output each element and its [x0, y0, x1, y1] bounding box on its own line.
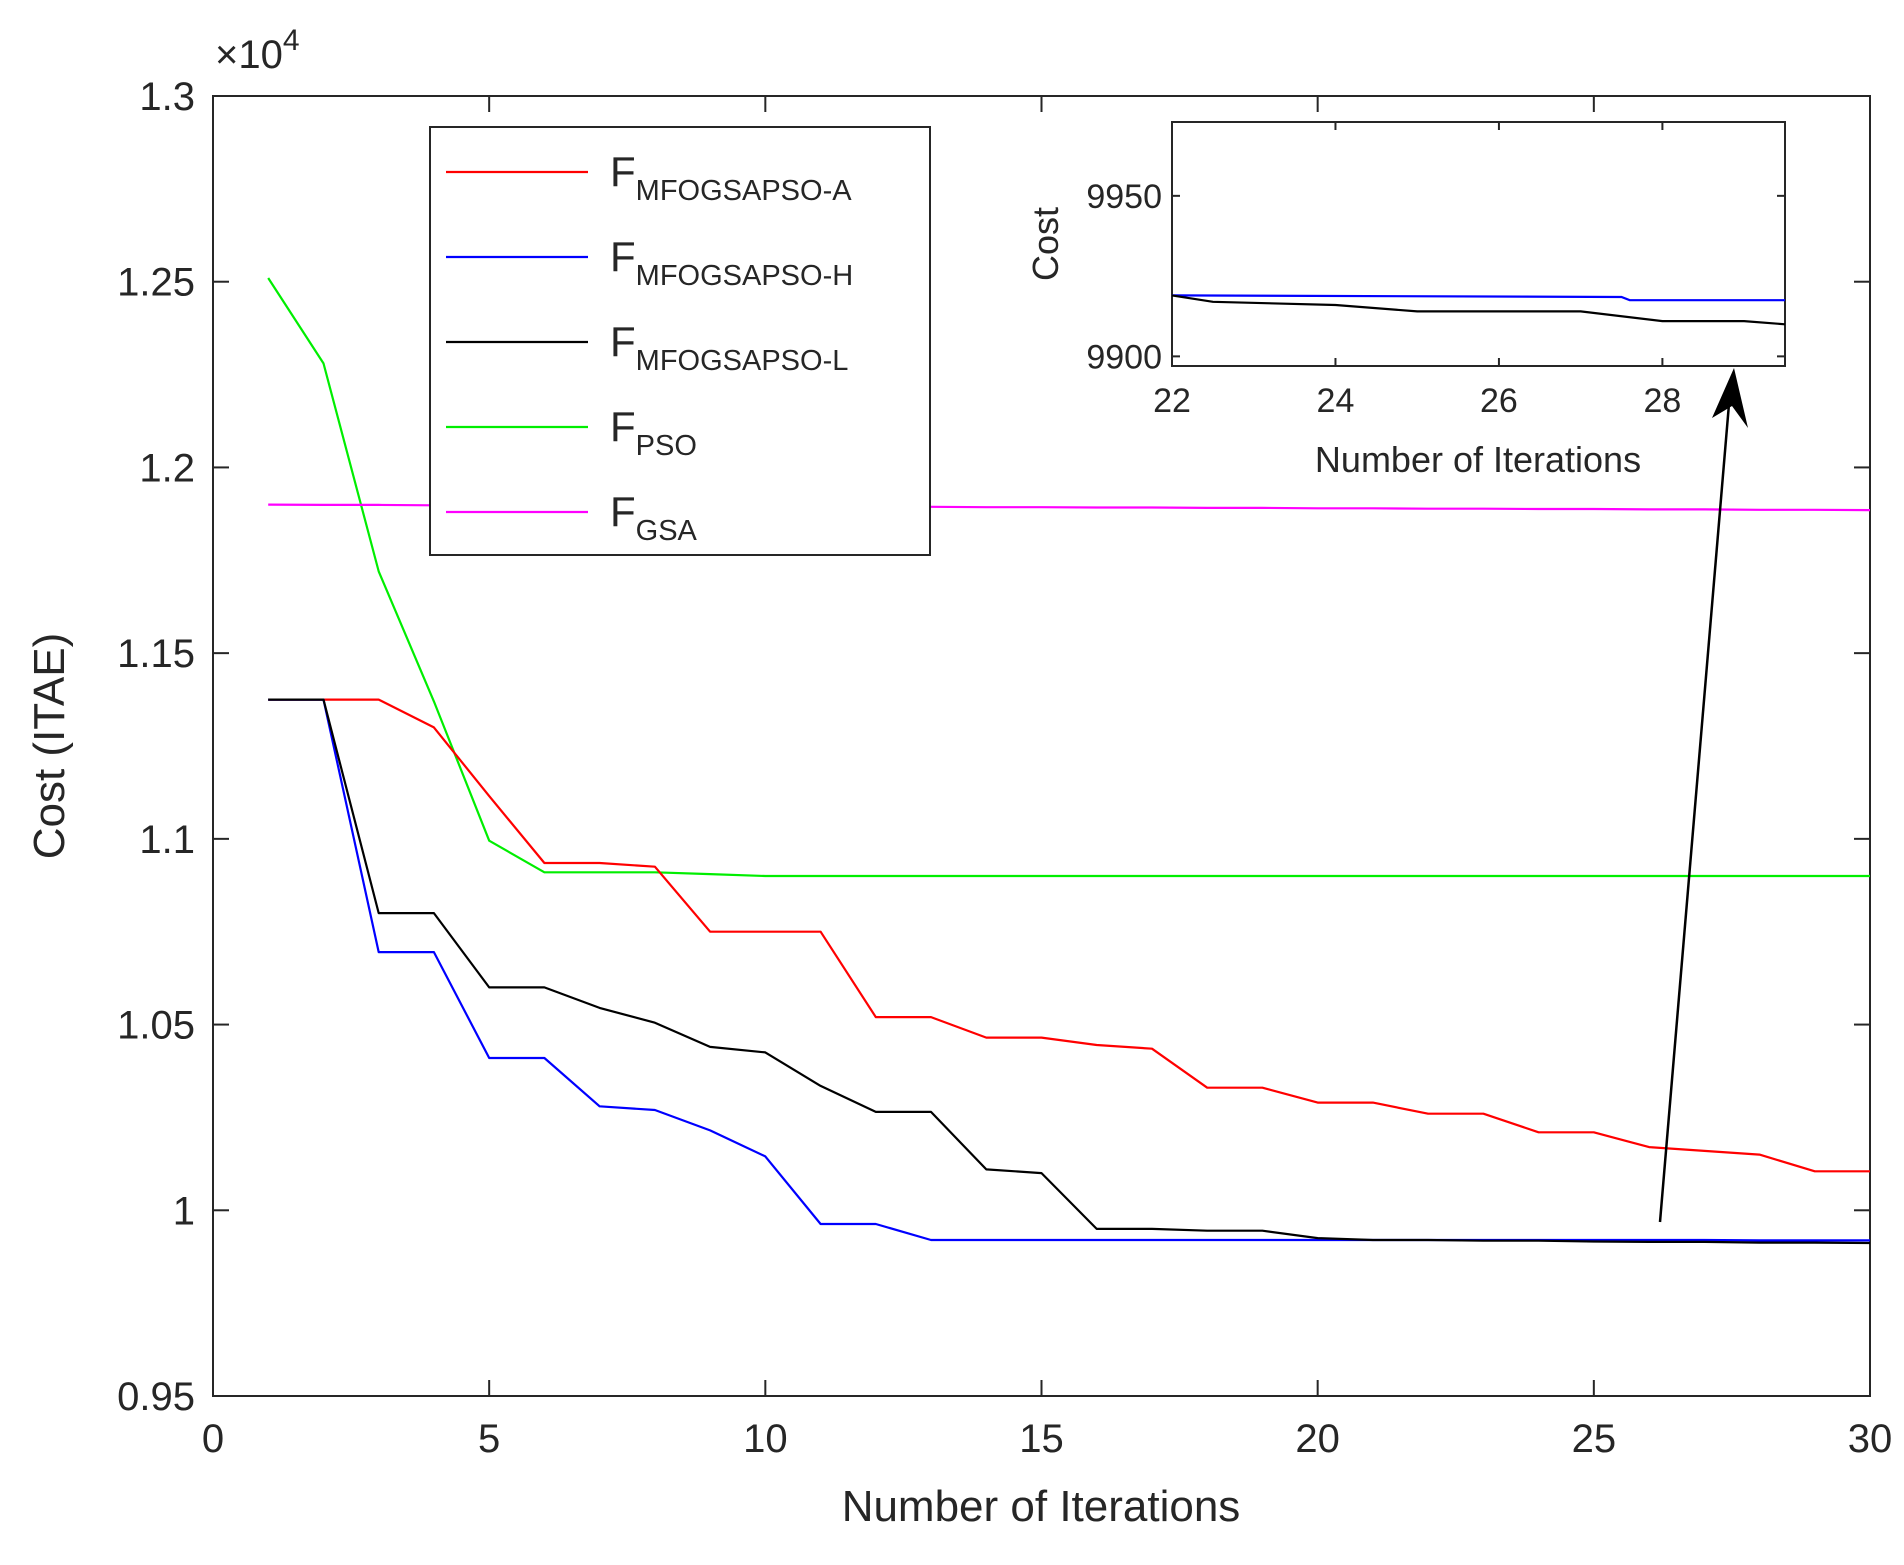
series-line-mfogsapso-a: [268, 698, 1870, 1173]
y-tick-label: 1.2: [139, 446, 195, 490]
legend-entry-subscript: PSO: [636, 430, 697, 462]
legend-entry-subscript: MFOGSAPSO-A: [636, 175, 853, 207]
legend-entry-symbol: F: [610, 233, 636, 280]
x-tick-label: 10: [743, 1417, 788, 1461]
y-tick-label: 1: [173, 1189, 195, 1233]
legend-entry: FMFOGSAPSO-L: [610, 318, 848, 377]
legend-entry: FMFOGSAPSO-H: [610, 233, 853, 292]
x-tick-label: 25: [1572, 1417, 1617, 1461]
x-tick-label: 20: [1295, 1417, 1340, 1461]
inset-x-axis-label: Number of Iterations: [1315, 439, 1641, 480]
inset-series-line-mfogsapso-h: [1171, 294, 1785, 302]
x-tick-label: 5: [478, 1417, 500, 1461]
y-tick-label: 1.15: [117, 632, 195, 676]
y-tick-label: 0.95: [117, 1375, 195, 1419]
legend: FMFOGSAPSO-AFMFOGSAPSO-HFMFOGSAPSO-LFPSO…: [429, 126, 931, 556]
y-tick-label: 1.1: [139, 818, 195, 862]
series-line-mfogsapso-l: [268, 698, 1871, 1245]
inset-series-line-mfogsapso-l: [1171, 294, 1786, 326]
zoom-arrow: [1658, 368, 1748, 1223]
x-tick-label: 0: [202, 1417, 224, 1461]
inset-x-tick-label: 26: [1480, 382, 1518, 420]
main-series: [267, 277, 1871, 1245]
inset-y-axis-label: Cost: [1025, 207, 1066, 281]
legend-entry-subscript: GSA: [636, 515, 698, 547]
y-tick-label: 1.05: [117, 1004, 195, 1048]
legend-entry-subscript: MFOGSAPSO-L: [636, 345, 849, 377]
x-axis-label: Number of Iterations: [842, 1482, 1241, 1531]
inset-series: [1171, 294, 1786, 326]
legend-entry-symbol: F: [610, 403, 636, 450]
y-tick-label: 1.25: [117, 261, 195, 305]
x-tick-label: 15: [1019, 1417, 1064, 1461]
inset-x-tick-label: 24: [1317, 382, 1355, 420]
main-axis-ticks: 0 5 10 15 20 25 30 0.95 1 1.05 1.1 1.15 1.2 1.25 1.3: [117, 75, 1892, 1461]
legend-entry-subscript: MFOGSAPSO-H: [636, 260, 854, 292]
inset-plot-area: [1171, 121, 1786, 367]
y-axis-exponent: ×104: [215, 24, 300, 77]
inset-x-tick-label: 28: [1643, 382, 1681, 420]
series-line-mfogsapso-h: [268, 698, 1870, 1242]
inset-axis-ticks: 22 24 26 28 9900 9950: [1086, 122, 1785, 420]
y-axis-label: Cost (ITAE): [25, 633, 74, 860]
inset-plot: 22 24 26 28 9900 9950 Number of Iterations Co…: [1025, 121, 1786, 480]
legend-entry: FPSO: [610, 403, 697, 462]
x-tick-label: 30: [1848, 1417, 1893, 1461]
legend-entry: FMFOGSAPSO-A: [610, 148, 852, 207]
series-line-pso: [267, 277, 1870, 878]
legend-entry-symbol: F: [610, 148, 636, 195]
inset-x-tick-label: 22: [1153, 382, 1191, 420]
inset-y-tick-label: 9950: [1086, 178, 1162, 216]
y-tick-label: 1.3: [139, 75, 195, 119]
legend-entry-symbol: F: [610, 488, 636, 535]
inset-y-tick-label: 9900: [1086, 338, 1162, 376]
legend-entry: FGSA: [610, 488, 698, 547]
zoom-arrow-head: [1712, 368, 1748, 428]
legend-entry-symbol: F: [610, 318, 636, 365]
